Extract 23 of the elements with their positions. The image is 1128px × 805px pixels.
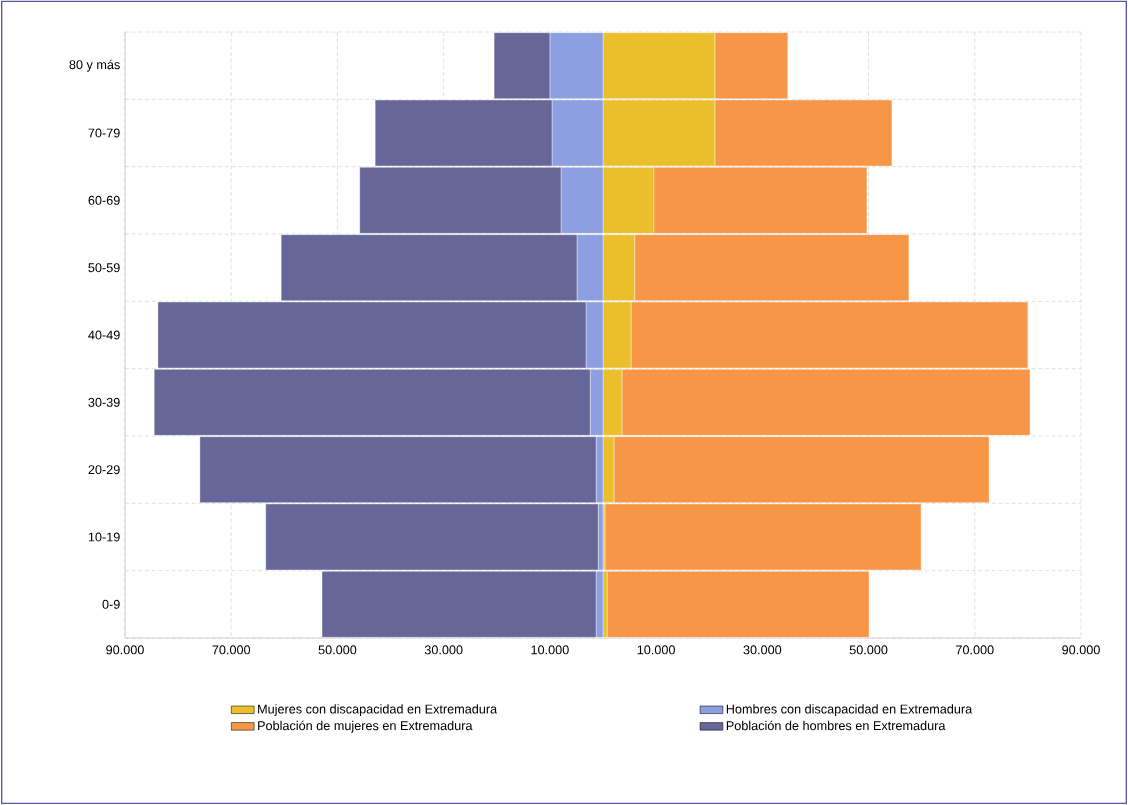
x-tick-label: 70.000 bbox=[956, 645, 994, 655]
legend-label: Población de mujeres en Extremadura bbox=[258, 720, 473, 733]
y-tick-label: 40-49 bbox=[88, 330, 120, 340]
x-tick-label: 90.000 bbox=[106, 645, 144, 655]
x-tick-label: 30.000 bbox=[743, 645, 782, 655]
x-tick-label: 50.000 bbox=[318, 645, 357, 655]
x-tick-label: 50.000 bbox=[849, 645, 888, 655]
x-tick-label: 10.000 bbox=[531, 645, 569, 655]
legend-label: Mujeres con discapacidad en Extremadura bbox=[258, 704, 498, 717]
legend-label: Hombres con discapacidad en Extremadura bbox=[726, 704, 973, 717]
x-tick-label: 30.000 bbox=[424, 645, 463, 655]
y-tick-label: 30-39 bbox=[88, 397, 120, 407]
legend-label: Población de hombres en Extremadura bbox=[726, 720, 946, 731]
y-tick-label: 70-79 bbox=[88, 128, 120, 138]
y-tick-label: 50-59 bbox=[88, 263, 120, 273]
y-tick-label: 20-29 bbox=[88, 465, 120, 475]
x-tick-label: 10.000 bbox=[637, 645, 675, 655]
x-tick-label: 70.000 bbox=[212, 645, 251, 655]
y-tick-label: 10-19 bbox=[88, 532, 120, 542]
x-tick-label: 90.000 bbox=[1062, 645, 1100, 655]
y-tick-label: 80 y más bbox=[69, 59, 120, 72]
y-tick-label: 60-69 bbox=[88, 195, 120, 205]
y-tick-label: 0-9 bbox=[102, 599, 120, 609]
